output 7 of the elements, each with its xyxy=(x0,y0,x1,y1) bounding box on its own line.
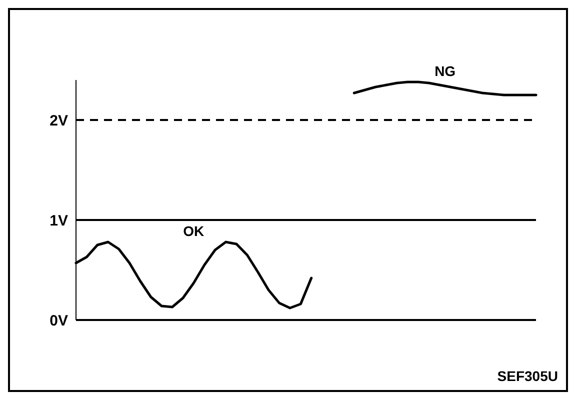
line-series xyxy=(352,80,538,96)
y-tick-label: 0V xyxy=(50,312,68,330)
series-label: NG xyxy=(434,63,457,79)
series-label: OK xyxy=(182,223,206,239)
text: SEF305U xyxy=(497,368,558,384)
y-tick-label: 1V xyxy=(50,212,68,230)
y-tick-label: 2V xyxy=(50,112,68,130)
